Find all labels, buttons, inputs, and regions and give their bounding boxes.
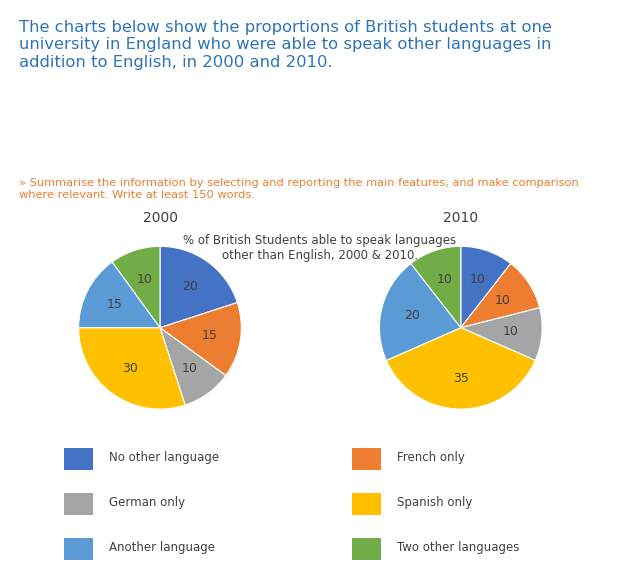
Text: 10: 10 [182,362,198,375]
Text: Two other languages: Two other languages [397,541,519,554]
Wedge shape [79,262,160,328]
Text: 10: 10 [469,273,485,286]
Text: 15: 15 [202,329,218,342]
Wedge shape [461,263,540,328]
Wedge shape [160,328,226,405]
Bar [352,493,381,515]
Title: 2000: 2000 [143,211,177,225]
Wedge shape [380,263,461,360]
Wedge shape [79,328,185,409]
Bar [352,538,381,559]
Wedge shape [160,303,241,376]
Wedge shape [387,328,535,409]
Bar [64,538,93,559]
Text: 10: 10 [503,325,519,338]
Wedge shape [461,308,542,360]
Text: » Summarise the information by selecting and reporting the main features, and ma: » Summarise the information by selecting… [19,178,579,199]
Text: 15: 15 [107,298,123,311]
Wedge shape [112,246,160,328]
Bar [352,449,381,470]
Title: 2010: 2010 [444,211,478,225]
Text: % of British Students able to speak languages
other than English, 2000 & 2010.: % of British Students able to speak lang… [184,234,456,263]
Bar [64,493,93,515]
Text: 10: 10 [136,273,152,286]
Text: Spanish only: Spanish only [397,496,472,509]
Text: 10: 10 [495,294,511,307]
Text: 30: 30 [122,362,138,375]
Text: Another language: Another language [109,541,215,554]
Text: 20: 20 [404,309,420,322]
Wedge shape [160,246,237,328]
Text: 20: 20 [182,280,198,293]
Text: 35: 35 [453,372,468,385]
Text: 10: 10 [436,273,452,286]
Text: German only: German only [109,496,185,509]
Text: The charts below show the proportions of British students at one
university in E: The charts below show the proportions of… [19,20,552,69]
Bar [64,449,93,470]
Wedge shape [461,246,511,328]
Wedge shape [411,246,461,328]
Text: No other language: No other language [109,451,219,464]
Text: French only: French only [397,451,465,464]
